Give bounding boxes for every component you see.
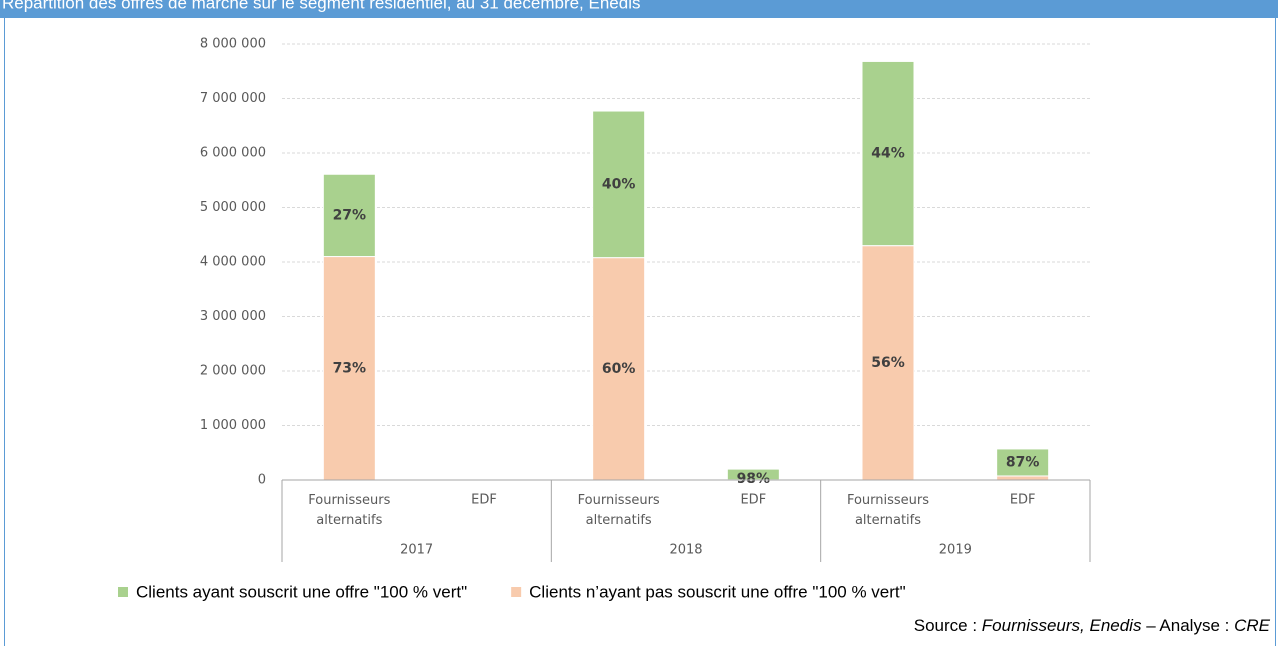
data-label: 27%	[333, 207, 367, 223]
x-tick-label: Fournisseurs alternatifs	[308, 493, 390, 528]
y-tick-label: 3 000 000	[200, 309, 266, 324]
y-tick-label: 5 000 000	[200, 200, 266, 215]
x-tick-line: Fournisseurs	[308, 493, 390, 508]
source-middle: – Analyse :	[1141, 616, 1234, 635]
x-tick-line: alternatifs	[586, 513, 652, 528]
bar-segment	[592, 257, 646, 481]
bar-segment	[996, 448, 1050, 477]
y-tick-label: 1 000 000	[200, 418, 266, 433]
data-label: 60%	[602, 361, 636, 377]
source: Source : Fournisseurs, Enedis – Analyse …	[914, 616, 1271, 635]
legend-swatch	[511, 587, 522, 597]
x-tick-line: Fournisseurs	[578, 493, 660, 508]
bar-segment	[996, 475, 1050, 481]
y-tick-label: 8 000 000	[200, 37, 266, 52]
y-tick-label: 2 000 000	[200, 364, 266, 379]
source-analyst: CRE	[1234, 616, 1271, 635]
bar-segment	[592, 110, 646, 259]
data-label: 56%	[871, 355, 905, 371]
bar-segment	[322, 256, 376, 481]
data-label: 73%	[333, 360, 367, 376]
group-label: 2018	[669, 543, 702, 558]
x-tick-line: Fournisseurs	[847, 493, 929, 508]
bar-segment	[861, 245, 915, 481]
x-tick-label: Fournisseurs alternatifs	[847, 493, 929, 528]
bar-segment	[322, 173, 376, 258]
x-tick-line: alternatifs	[855, 513, 921, 528]
bar-segment	[861, 60, 915, 247]
source-authors: Fournisseurs, Enedis	[982, 616, 1142, 635]
y-tick-label: 6 000 000	[200, 146, 266, 161]
data-label: 44%	[871, 146, 905, 162]
x-tick-label: EDF	[471, 493, 497, 508]
title-bar	[0, 0, 1278, 18]
legend-label: Clients ayant souscrit une offre "100 % …	[136, 582, 467, 601]
source-prefix: Source :	[914, 616, 982, 635]
data-label: 98%	[737, 471, 771, 487]
y-tick-label: 0	[258, 473, 266, 488]
legend-swatch	[118, 587, 128, 597]
group-label: 2017	[400, 543, 433, 558]
data-label: 87%	[1006, 454, 1040, 470]
x-tick-line: alternatifs	[316, 513, 382, 528]
x-tick-label: EDF	[740, 493, 766, 508]
chart-title: Répartition des offres de marché sur le …	[2, 0, 640, 12]
group-label: 2019	[939, 543, 972, 558]
y-tick-label: 4 000 000	[200, 255, 266, 270]
x-tick-label: Fournisseurs alternatifs	[578, 493, 660, 528]
y-tick-label: 7 000 000	[200, 91, 266, 106]
x-tick-label: EDF	[1010, 493, 1036, 508]
data-label: 40%	[602, 176, 636, 192]
legend-label: Clients n’ayant pas souscrit une offre "…	[529, 582, 906, 601]
